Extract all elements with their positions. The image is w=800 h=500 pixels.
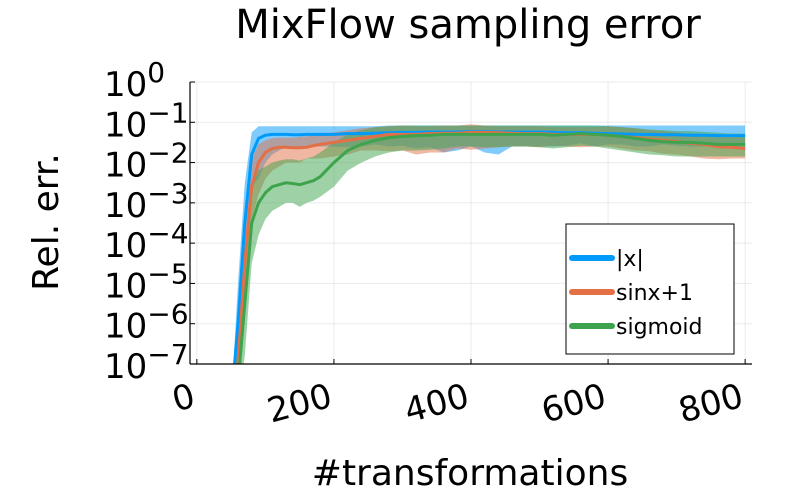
- x-tick-label-1: 200: [263, 376, 336, 431]
- series-line-2: [238, 132, 746, 364]
- band-2: [235, 125, 746, 364]
- y-tick-label-3: 10−3: [104, 177, 189, 226]
- series-lines: [233, 130, 746, 364]
- chart-title: MixFlow sampling error: [235, 2, 701, 48]
- y-tick-label-6: 10−6: [104, 298, 189, 347]
- x-tick-label-2: 400: [400, 376, 473, 431]
- x-tick-label-4: 800: [674, 376, 747, 431]
- y-axis-label: Rel. err.: [26, 153, 67, 291]
- y-tick-label-0: 100: [104, 56, 165, 105]
- legend: |x| sinx+1 sigmoid: [565, 223, 735, 355]
- y-tick-label-4: 10−4: [104, 217, 189, 266]
- x-axis-label: #transformations: [312, 453, 628, 494]
- y-tick-label-2: 10−2: [104, 137, 189, 186]
- x-tick-label-0: 0: [168, 376, 199, 420]
- y-tick-label-1: 10−1: [104, 96, 189, 145]
- legend-label-0: |x|: [616, 247, 644, 272]
- legend-label-1: sinx+1: [616, 281, 693, 306]
- y-tick-label-7: 10−7: [104, 338, 189, 387]
- x-tick-labels: 0 200 400 600 800: [168, 376, 748, 431]
- axes: [189, 81, 752, 365]
- legend-label-2: sigmoid: [616, 315, 703, 340]
- y-tick-label-5: 10−5: [104, 257, 189, 306]
- x-tick-label-3: 600: [537, 376, 610, 431]
